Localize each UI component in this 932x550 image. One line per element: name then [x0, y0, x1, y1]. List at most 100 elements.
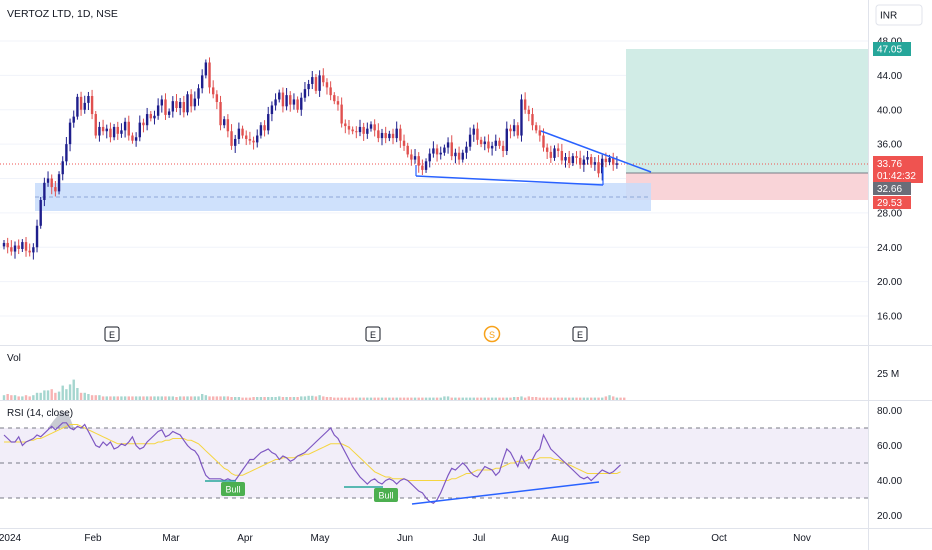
candle-body [450, 142, 453, 157]
currency-button[interactable] [875, 4, 923, 26]
volume-bar [226, 396, 230, 400]
volume-bar [263, 397, 266, 400]
earnings-marker[interactable]: E [365, 326, 381, 342]
candle-body [373, 124, 376, 131]
volume-bar [380, 397, 384, 400]
candle-body [384, 132, 387, 139]
candle-body [454, 152, 457, 157]
candle-body [175, 101, 178, 109]
support-trendline[interactable] [415, 175, 604, 186]
candles [2, 57, 619, 260]
volume-bar [483, 397, 486, 400]
candle-body [149, 114, 152, 119]
candle-body [98, 126, 101, 136]
candle-body [355, 131, 358, 133]
earnings-marker[interactable]: E [572, 326, 588, 342]
resistance-trendline[interactable] [540, 130, 652, 173]
candle-body [578, 157, 582, 165]
volume-bar [83, 392, 86, 400]
candle-body [531, 114, 534, 126]
candle-body [167, 111, 171, 115]
candle-body [193, 98, 197, 107]
candle-body [461, 152, 464, 160]
candle-body [127, 121, 130, 136]
candle-body [215, 94, 219, 103]
volume-bar [267, 397, 270, 400]
volume-bar [597, 397, 600, 400]
stop-price-label: 29.53 [873, 196, 911, 209]
volume-bar [234, 397, 237, 400]
volume-bar [285, 397, 288, 400]
volume-bar [523, 397, 527, 400]
candle-body [479, 139, 483, 145]
candle-body [10, 247, 13, 252]
candle-body [46, 178, 50, 183]
volume-bar [424, 397, 428, 400]
candle-body [472, 128, 475, 135]
volume-axis-label: 25 M [877, 369, 899, 380]
candle-body [178, 102, 182, 109]
volume-bar [340, 397, 343, 400]
volume-bar [50, 389, 53, 400]
candle-body [615, 163, 619, 165]
candle-body [369, 124, 373, 129]
candle-body [241, 128, 244, 136]
grid-lines [0, 40, 868, 317]
candle-body [50, 178, 53, 188]
candle-body [344, 123, 347, 127]
rsi-divergence-line[interactable] [411, 481, 600, 505]
time-axis[interactable]: 2024 Feb Mar Apr May Jun Jul Aug Sep Oct Nov [0, 533, 811, 544]
volume-bar [399, 397, 402, 400]
rsi-panel[interactable]: Bull Bull RSI (14, close) [0, 408, 868, 505]
volume-bar [454, 397, 457, 400]
earnings-marker-label: E [370, 330, 376, 340]
candle-body [388, 133, 391, 139]
volume-bar [531, 397, 534, 400]
candle-body [32, 247, 35, 253]
volume-bar [167, 396, 171, 400]
price-scale[interactable]: INR 48.0044.0040.0036.0032.0028.0024.002… [873, 4, 923, 522]
volume-bar [211, 396, 215, 400]
candle-body [468, 134, 472, 147]
volume-bar [384, 397, 387, 400]
candle-body [289, 95, 292, 105]
candle-body [116, 126, 119, 134]
candle-body [549, 151, 553, 158]
candle-body [6, 242, 9, 248]
candle-body [523, 99, 527, 110]
time-tick-label: 2024 [0, 533, 22, 544]
volume-bar [311, 395, 314, 400]
candle-body [538, 130, 542, 136]
candle-body [395, 128, 398, 139]
candle-body [263, 125, 266, 131]
volume-bar [413, 397, 417, 400]
candle-body [145, 114, 149, 126]
candle-body [219, 102, 222, 126]
bull-label[interactable]: Bull [374, 488, 398, 502]
rsi-ticks: 80.00 60.00 40.00 20.00 [877, 406, 902, 522]
candle-body [571, 156, 575, 164]
bull-label[interactable]: Bull [221, 482, 245, 496]
volume-bar [189, 396, 193, 400]
candle-body [333, 95, 336, 102]
candle-body [560, 151, 564, 161]
volume-bar [601, 397, 604, 400]
volume-bar [479, 397, 483, 400]
candle-body [300, 97, 303, 110]
volume-bar [351, 397, 354, 400]
earnings-marker[interactable]: E [104, 326, 120, 342]
volume-bar [465, 397, 468, 400]
volume-bar [142, 396, 145, 400]
volume-panel[interactable]: Vol [2, 353, 626, 400]
time-tick-label: May [311, 533, 330, 544]
candle-body [608, 157, 611, 163]
volume-bar [450, 397, 453, 400]
candle-body [267, 114, 270, 131]
volume-bar [274, 397, 277, 400]
volume-bar [39, 392, 42, 400]
candle-body [362, 126, 365, 134]
dividend-marker[interactable]: S [483, 325, 501, 343]
volume-bar [347, 397, 351, 400]
